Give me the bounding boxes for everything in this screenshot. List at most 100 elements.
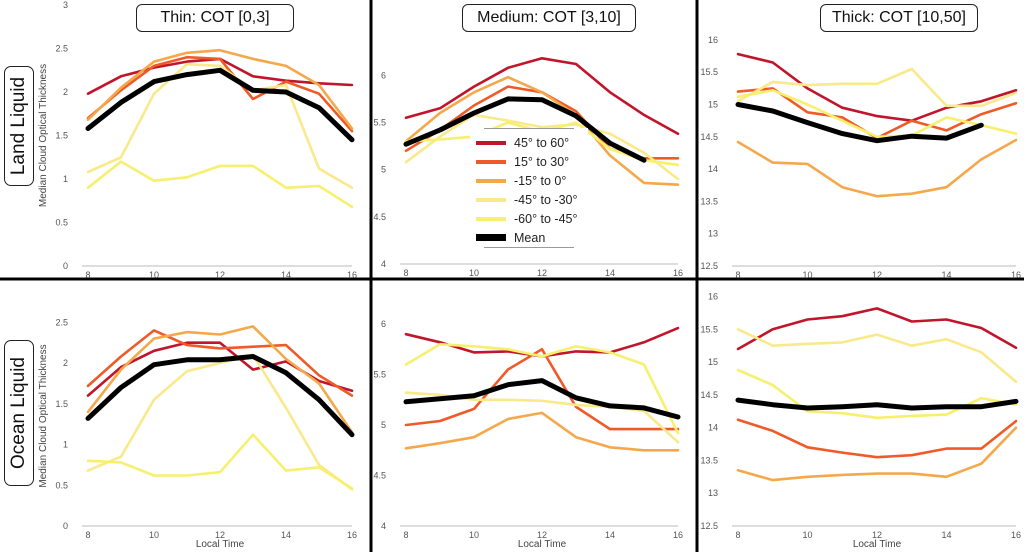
legend-swatch xyxy=(476,178,506,183)
x-axis-label: Local Time xyxy=(518,539,567,550)
y-tick-label: 16 xyxy=(708,35,718,45)
series-line-15-to-30 xyxy=(736,418,1018,459)
y-tick-label: 5.5 xyxy=(373,117,386,127)
series-line-45-to-30 xyxy=(86,353,354,491)
row-title-land-liquid: Land Liquid xyxy=(4,66,34,186)
legend-swatch xyxy=(476,140,506,145)
series-line-mean xyxy=(85,354,355,438)
y-tick-label: 0 xyxy=(63,261,68,271)
x-tick-label: 12 xyxy=(215,270,225,280)
x-tick-label: 12 xyxy=(215,530,225,540)
y-tick-label: 0.5 xyxy=(55,218,68,228)
x-tick-label: 8 xyxy=(735,270,740,280)
legend-swatch xyxy=(476,234,506,241)
y-tick-label: 1 xyxy=(63,440,68,450)
y-tick-label: 4 xyxy=(381,259,386,269)
series-line-15-to-0 xyxy=(736,426,1018,482)
series-line-60-to-45 xyxy=(736,89,1018,139)
series-line-45-to-30 xyxy=(404,113,680,181)
x-axis-label: Local Time xyxy=(853,539,902,550)
legend-entry: 45° to 60° xyxy=(476,133,578,152)
series-line-15-to-0 xyxy=(86,325,354,434)
y-tick-label: 0 xyxy=(63,521,68,531)
column-title-thin: Thin: COT [0,3] xyxy=(136,4,294,32)
y-axis-label: Median Cloud Optical Thickness xyxy=(38,344,49,487)
x-axis-label: Local Time xyxy=(196,539,245,550)
y-tick-label: 2.5 xyxy=(55,44,68,54)
x-tick-label: 8 xyxy=(403,268,408,278)
y-tick-label: 15 xyxy=(708,100,718,110)
x-tick-label: 10 xyxy=(802,270,812,280)
series-line-60-to-45 xyxy=(404,342,680,435)
legend-entry: Mean xyxy=(476,228,578,247)
y-tick-label: 2 xyxy=(63,87,68,97)
legend-swatch xyxy=(476,159,506,164)
x-tick-label: 10 xyxy=(802,530,812,540)
series-line-60-to-45 xyxy=(86,433,354,490)
legend-entry: -45° to -30° xyxy=(476,190,578,209)
row-title-ocean-liquid: Ocean Liquid xyxy=(4,340,34,486)
series-line-mean xyxy=(85,67,355,143)
y-tick-label: 13 xyxy=(708,488,718,498)
x-tick-label: 8 xyxy=(403,530,408,540)
x-tick-label: 14 xyxy=(281,530,291,540)
x-tick-label: 14 xyxy=(605,268,615,278)
series-line-45-to-30 xyxy=(736,67,1018,108)
y-tick-label: 2 xyxy=(63,358,68,368)
y-tick-label: 2.5 xyxy=(55,317,68,327)
series-line-45-to-30 xyxy=(86,62,354,189)
y-tick-label: 1 xyxy=(63,174,68,184)
x-tick-label: 16 xyxy=(347,530,357,540)
series-line-15-to-30 xyxy=(404,347,680,431)
y-tick-label: 3 xyxy=(63,0,68,10)
series-line-mean xyxy=(735,102,984,144)
legend-swatch xyxy=(476,197,506,202)
x-tick-label: 8 xyxy=(735,530,740,540)
legend-entry: -15° to 0° xyxy=(476,171,578,190)
y-tick-label: 4.5 xyxy=(373,212,386,222)
legend-swatch xyxy=(476,216,506,221)
y-tick-label: 15.5 xyxy=(700,324,718,334)
x-tick-label: 12 xyxy=(537,268,547,278)
row-title-land-text: Land Liquid xyxy=(8,76,30,176)
y-tick-label: 0.5 xyxy=(55,480,68,490)
y-tick-label: 1.5 xyxy=(55,399,68,409)
y-tick-label: 15 xyxy=(708,357,718,367)
y-tick-label: 13.5 xyxy=(700,455,718,465)
x-tick-label: 10 xyxy=(469,268,479,278)
row-title-ocean-text: Ocean Liquid xyxy=(8,357,29,469)
series-line-45-to-60 xyxy=(404,56,680,136)
x-tick-label: 16 xyxy=(1011,530,1021,540)
series-line-45-to-60 xyxy=(86,57,354,95)
x-tick-label: 14 xyxy=(941,270,951,280)
y-tick-label: 12.5 xyxy=(700,261,718,271)
series-line-15-to-30 xyxy=(86,329,354,397)
x-tick-label: 14 xyxy=(281,270,291,280)
x-tick-label: 10 xyxy=(469,530,479,540)
x-tick-label: 12 xyxy=(872,270,882,280)
y-tick-label: 16 xyxy=(708,292,718,302)
y-tick-label: 14 xyxy=(708,423,718,433)
column-title-thick: Thick: COT [10,50] xyxy=(820,4,978,32)
series-line-15-to-30 xyxy=(86,55,354,133)
y-tick-label: 14 xyxy=(708,164,718,174)
x-tick-label: 10 xyxy=(149,270,159,280)
legend-entry: -60° to -45° xyxy=(476,209,578,228)
x-tick-label: 14 xyxy=(605,530,615,540)
y-tick-label: 6 xyxy=(381,319,386,329)
series-line-15-to-0 xyxy=(86,48,354,130)
series-line-mean xyxy=(403,378,681,420)
series-line-45-to-60 xyxy=(736,52,1018,122)
series-line-45-to-60 xyxy=(404,326,680,358)
series-line-45-to-30 xyxy=(736,327,1018,384)
y-tick-label: 12.5 xyxy=(700,521,718,531)
legend: 45° to 60° 15° to 30° -15° to 0° -45° to… xyxy=(470,128,588,248)
x-tick-label: 8 xyxy=(85,270,90,280)
x-tick-label: 16 xyxy=(673,530,683,540)
y-tick-label: 4.5 xyxy=(373,471,386,481)
column-title-medium: Medium: COT [3,10] xyxy=(462,4,636,32)
y-tick-label: 14.5 xyxy=(700,390,718,400)
series-line-45-to-60 xyxy=(736,307,1018,351)
x-tick-label: 12 xyxy=(537,530,547,540)
